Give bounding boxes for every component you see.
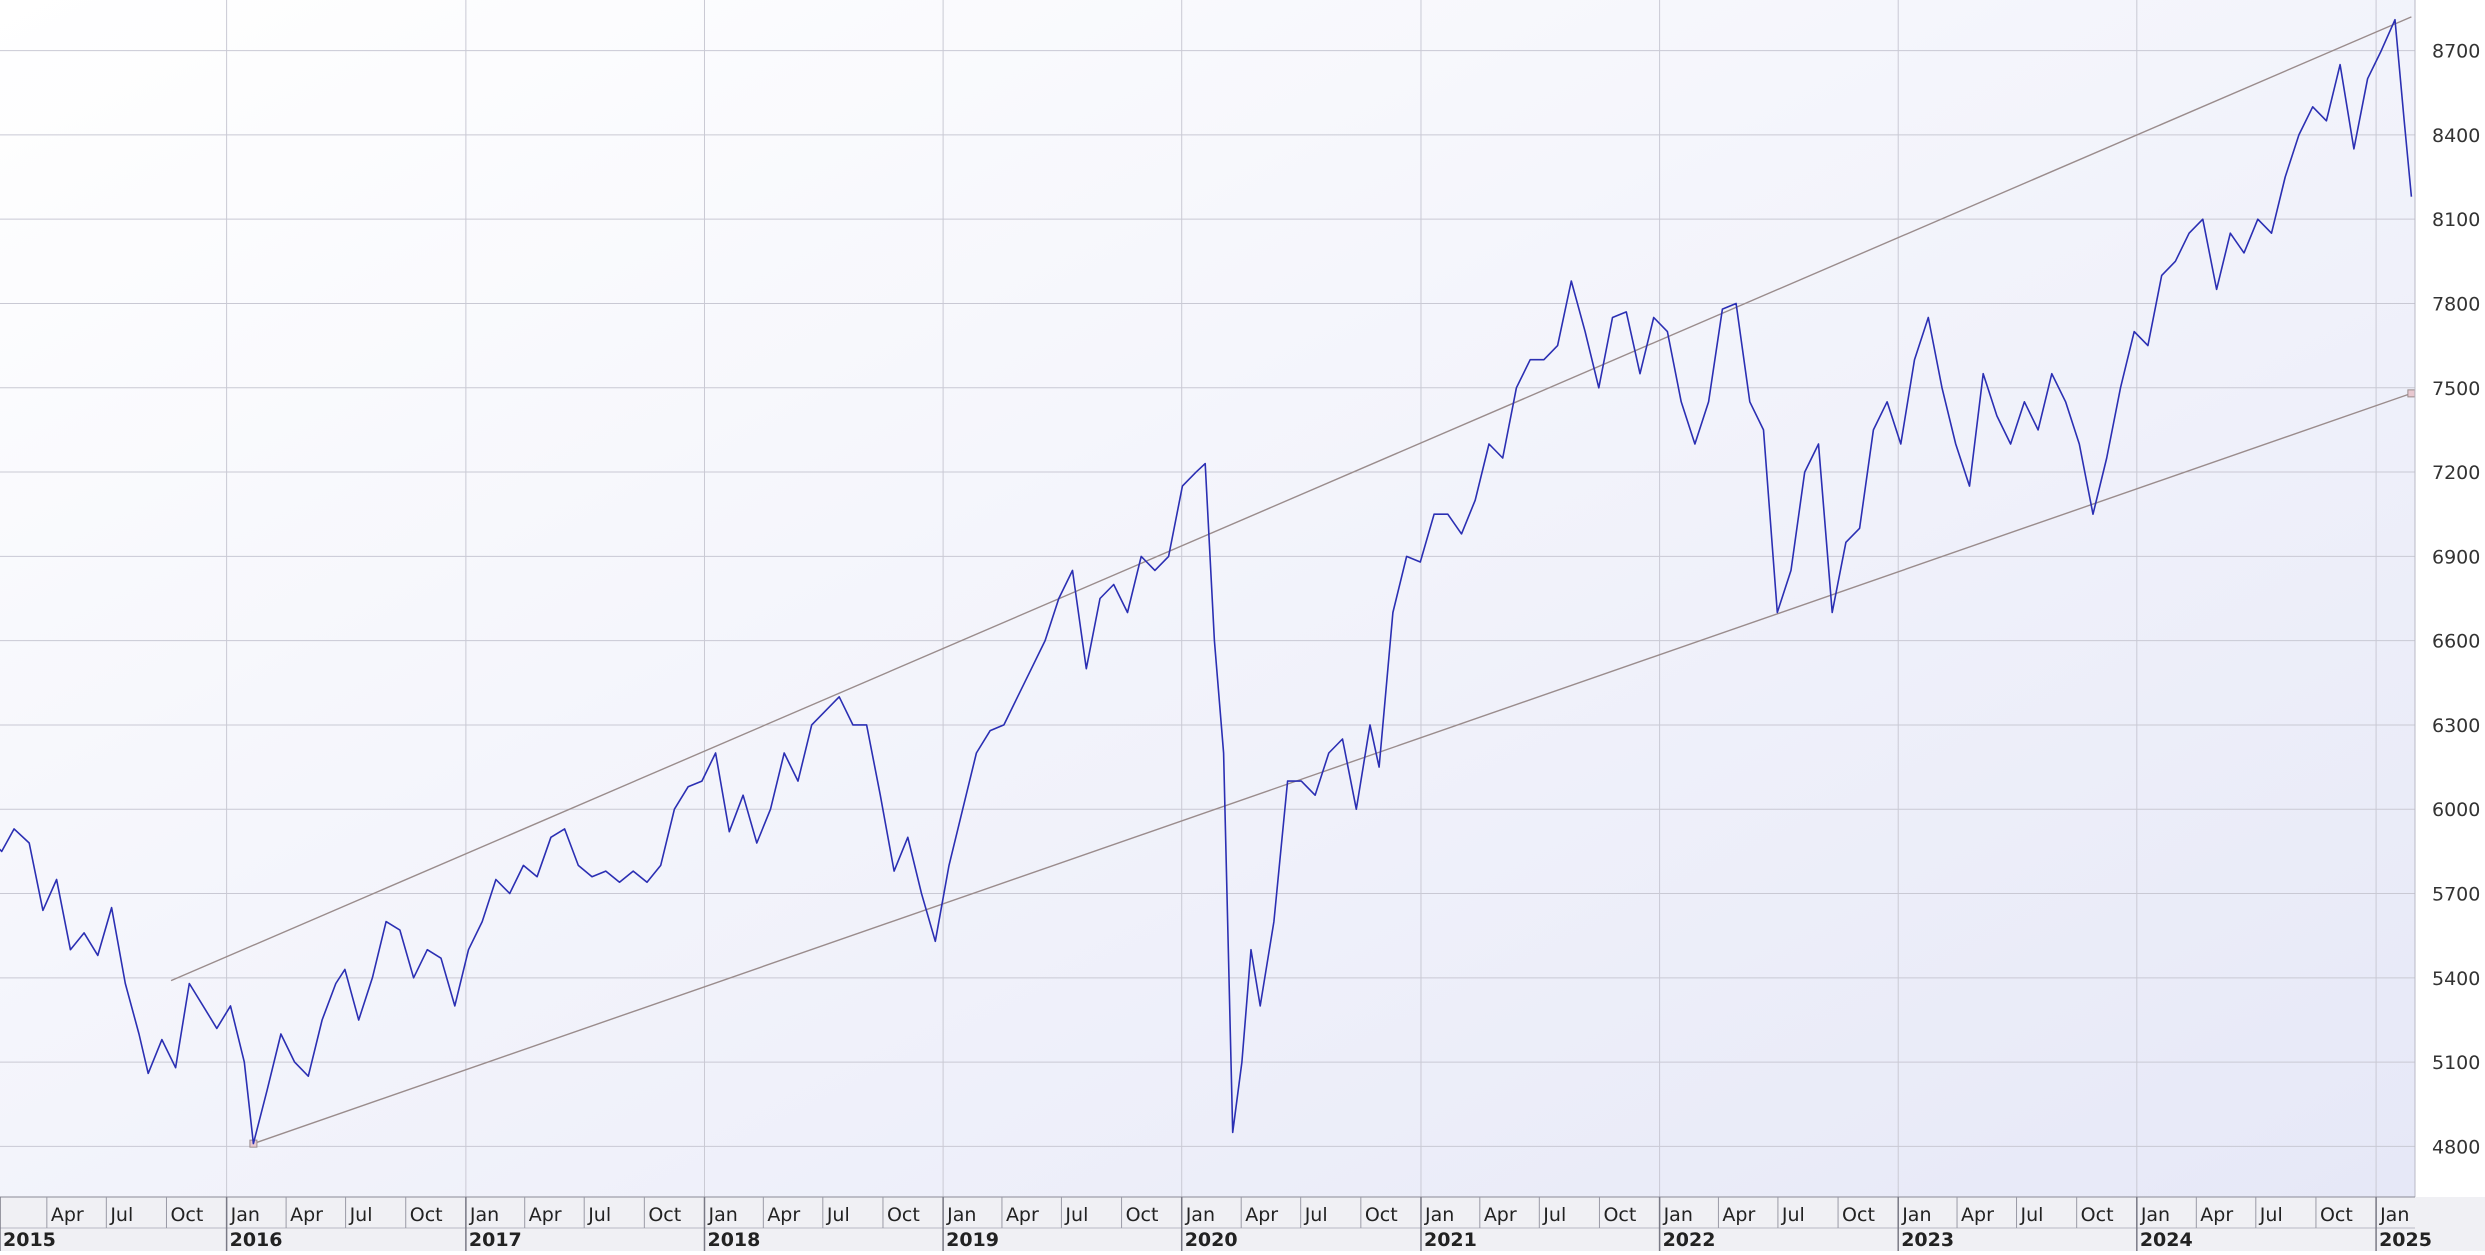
x-month-label: Oct: [1842, 1204, 1875, 1226]
x-year-label: 2016: [230, 1229, 283, 1251]
x-month-label: Jan: [946, 1204, 976, 1226]
x-year-label: 2022: [1663, 1229, 1716, 1251]
x-month-label: Jul: [587, 1204, 611, 1226]
y-axis: 4800 5100 5400 5700 6000 6300 6600 6900 7200 7500…: [2414, 0, 2480, 1251]
x-month-label: Oct: [887, 1204, 920, 1226]
x-month-label: Apr: [1961, 1204, 1994, 1226]
y-tick-label: 5100: [2432, 1052, 2480, 1074]
x-month-label: Oct: [2081, 1204, 2114, 1226]
plot-background: [0, 0, 2415, 1197]
y-tick-label: 8700: [2432, 41, 2480, 63]
x-month-label: Apr: [1722, 1204, 1755, 1226]
x-month-label: Jul: [109, 1204, 133, 1226]
trend-line: [170, 16, 2412, 982]
x-month-label: Oct: [2320, 1204, 2353, 1226]
x-year-label: 2021: [1424, 1229, 1477, 1251]
x-month-label: Apr: [767, 1204, 800, 1226]
x-month-label: Jul: [1781, 1204, 1805, 1226]
x-month-label: Oct: [410, 1204, 443, 1226]
x-month-label: Oct: [170, 1204, 203, 1226]
x-month-label: Jul: [1542, 1204, 1566, 1226]
x-month-label: Jan: [707, 1204, 737, 1226]
x-month-label: Oct: [1365, 1204, 1398, 1226]
x-month-label: Oct: [1603, 1204, 1636, 1226]
x-month-label: Apr: [51, 1204, 84, 1226]
trend-line: [253, 392, 2412, 1145]
x-year-label: 2018: [707, 1229, 760, 1251]
y-tick-label: 8100: [2432, 209, 2480, 231]
x-month-label: Apr: [1484, 1204, 1517, 1226]
y-tick-label: 7500: [2432, 378, 2480, 400]
y-tick-label: 6900: [2432, 546, 2480, 568]
x-month-label: Jan: [2140, 1204, 2170, 1226]
x-month-label: Jan: [1185, 1204, 1215, 1226]
y-tick-label: 5400: [2432, 968, 2480, 990]
x-axis-band: [0, 1197, 2485, 1251]
x-month-label: Jan: [2379, 1204, 2409, 1226]
x-year-label: 2024: [2140, 1229, 2193, 1251]
price-series-line: [0, 18, 2413, 1145]
x-month-label: Jan: [230, 1204, 260, 1226]
x-month-label: Apr: [290, 1204, 323, 1226]
x-month-label: Jan: [1901, 1204, 1931, 1226]
x-year-label: 2017: [469, 1229, 522, 1251]
x-axis: Apr Jul Oct Jan Apr Jul Oct Jan Apr Jul Oct Jan Apr J…: [0, 1196, 2485, 1251]
x-month-label: Jan: [1424, 1204, 1454, 1226]
x-month-label: Jul: [2020, 1204, 2044, 1226]
x-month-label: Apr: [2200, 1204, 2233, 1226]
x-year-label: 2019: [946, 1229, 999, 1251]
y-tick-label: 4800: [2432, 1136, 2480, 1158]
y-tick-label: 7200: [2432, 462, 2480, 484]
y-tick-label: 6300: [2432, 715, 2480, 737]
y-tick-label: 8400: [2432, 125, 2480, 147]
x-month-label: Jul: [2259, 1204, 2283, 1226]
y-tick-label: 7800: [2432, 293, 2480, 315]
grid-layer: [0, 0, 2415, 1197]
x-year-label: 2015: [3, 1229, 56, 1251]
x-month-label: Jan: [1663, 1204, 1693, 1226]
x-month-label: Oct: [1126, 1204, 1159, 1226]
x-month-label: Jul: [349, 1204, 373, 1226]
y-tick-label: 6600: [2432, 631, 2480, 653]
x-month-label: Jul: [1304, 1204, 1328, 1226]
x-month-label: Apr: [529, 1204, 562, 1226]
x-month-label: Jul: [826, 1204, 850, 1226]
y-tick-label: 5700: [2432, 884, 2480, 906]
x-month-label: Apr: [1245, 1204, 1278, 1226]
x-month-label: Oct: [648, 1204, 681, 1226]
x-month-label: Jan: [469, 1204, 499, 1226]
series-layer: [0, 18, 2413, 1145]
x-month-label: Apr: [1006, 1204, 1039, 1226]
x-year-label: 2025: [2379, 1229, 2432, 1251]
x-year-label: 2020: [1185, 1229, 1238, 1251]
trend-anchor-marker: [2407, 389, 2416, 398]
x-month-label: Jul: [1064, 1204, 1088, 1226]
x-year-label: 2023: [1901, 1229, 1954, 1251]
y-tick-label: 6000: [2432, 799, 2480, 821]
